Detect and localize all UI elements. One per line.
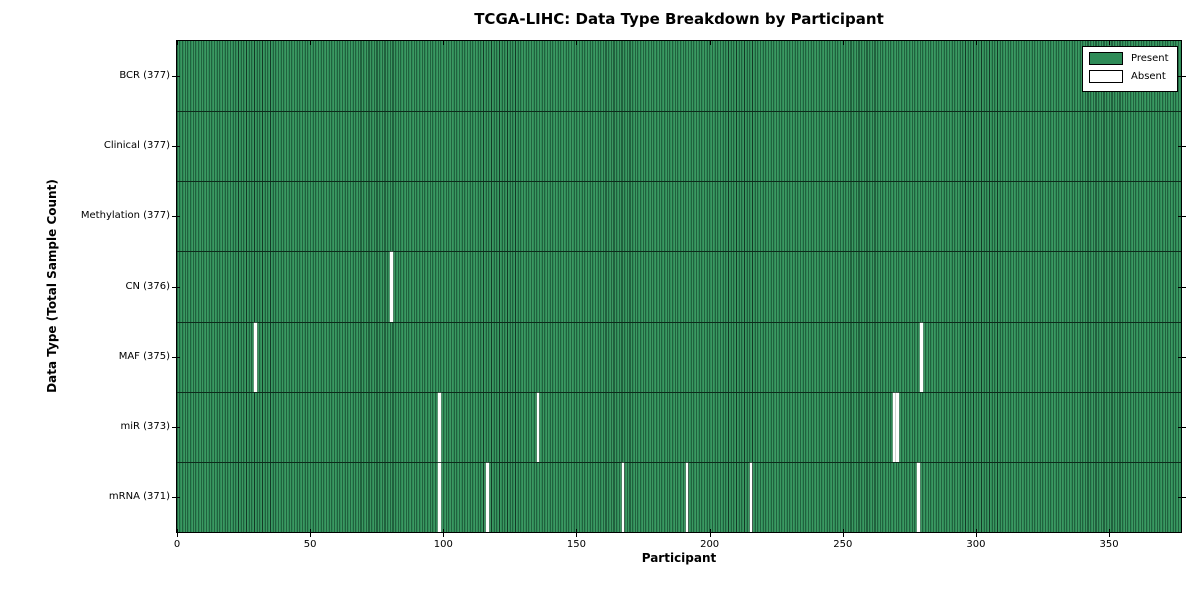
y-tick-label: MAF (375) — [118, 350, 170, 362]
absent-gap — [437, 462, 441, 532]
absent-gap — [254, 322, 257, 392]
absent-gap — [437, 392, 441, 462]
y-tick-mark — [1178, 356, 1186, 358]
x-tick-label: 150 — [566, 539, 587, 550]
absent-gap — [749, 462, 753, 532]
legend: Present Absent — [1082, 46, 1178, 92]
y-tick-mark — [172, 286, 180, 288]
y-tick-mark — [172, 146, 180, 148]
row-BCR — [177, 41, 1181, 112]
y-tick-label: CN (376) — [125, 280, 170, 292]
row-miR — [177, 391, 1181, 462]
y-tick-label: miR (373) — [120, 420, 170, 432]
y-tick-label: mRNA (371) — [108, 490, 170, 502]
legend-entry-present: Present — [1089, 52, 1169, 65]
x-tick-mark — [443, 41, 445, 45]
absent-gap — [685, 462, 689, 532]
absent-gap — [390, 252, 393, 322]
x-tick-mark — [177, 529, 178, 537]
y-tick-mark — [1178, 496, 1186, 498]
x-tick-mark — [1109, 529, 1111, 537]
row-CN — [177, 251, 1181, 322]
row-Clinical — [177, 111, 1181, 182]
absent-gap — [485, 462, 489, 532]
x-tick-mark — [975, 41, 977, 45]
x-tick-label: 300 — [966, 539, 986, 550]
y-tick-label: BCR (377) — [119, 70, 170, 82]
row-mRNA — [177, 461, 1181, 532]
x-tick-mark — [576, 41, 578, 45]
legend-label: Present — [1131, 53, 1169, 64]
row-MAF — [177, 321, 1181, 392]
x-tick-label: 250 — [833, 539, 853, 550]
x-tick-label: 350 — [1099, 539, 1119, 550]
x-tick-mark — [177, 41, 178, 45]
legend-entry-absent: Absent — [1089, 70, 1169, 83]
y-tick-label: Clinical (377) — [103, 140, 170, 152]
x-tick-label: 200 — [700, 539, 720, 550]
absent-gap — [920, 322, 923, 392]
x-tick-label: 100 — [433, 539, 453, 550]
x-tick-label: 50 — [303, 539, 317, 550]
legend-label: Absent — [1131, 71, 1166, 82]
y-tick-mark — [1178, 76, 1186, 78]
absent-gap — [536, 392, 540, 462]
y-tick-mark — [172, 496, 180, 498]
x-tick-mark — [1109, 41, 1111, 45]
absent-gap — [896, 392, 899, 462]
y-tick-mark — [172, 356, 180, 358]
x-tick-mark — [975, 529, 977, 537]
absent-gap — [917, 462, 921, 532]
x-tick-mark — [310, 41, 312, 45]
y-tick-label: Methylation (377) — [80, 210, 170, 222]
x-tick-mark — [576, 529, 578, 537]
y-tick-mark — [1178, 216, 1186, 218]
x-tick-mark — [842, 529, 844, 537]
y-tick-mark — [1178, 286, 1186, 288]
x-tick-mark — [310, 529, 312, 537]
y-tick-mark — [1178, 146, 1186, 148]
plot-area — [176, 40, 1182, 533]
x-tick-mark — [443, 529, 445, 537]
y-tick-mark — [1178, 426, 1186, 428]
legend-swatch-present — [1089, 52, 1123, 65]
y-tick-mark — [172, 216, 180, 218]
x-axis-label: Participant — [641, 551, 717, 565]
y-tick-mark — [172, 76, 180, 78]
absent-gap — [893, 392, 897, 462]
x-tick-mark — [842, 41, 844, 45]
legend-swatch-absent — [1089, 70, 1123, 83]
x-tick-mark — [709, 529, 711, 537]
x-tick-label: 0 — [173, 539, 181, 550]
chart-title: TCGA-LIHC: Data Type Breakdown by Partic… — [474, 10, 884, 28]
y-tick-mark — [172, 426, 180, 428]
absent-gap — [621, 462, 625, 532]
x-tick-mark — [709, 41, 711, 45]
row-Methylation — [177, 181, 1181, 252]
